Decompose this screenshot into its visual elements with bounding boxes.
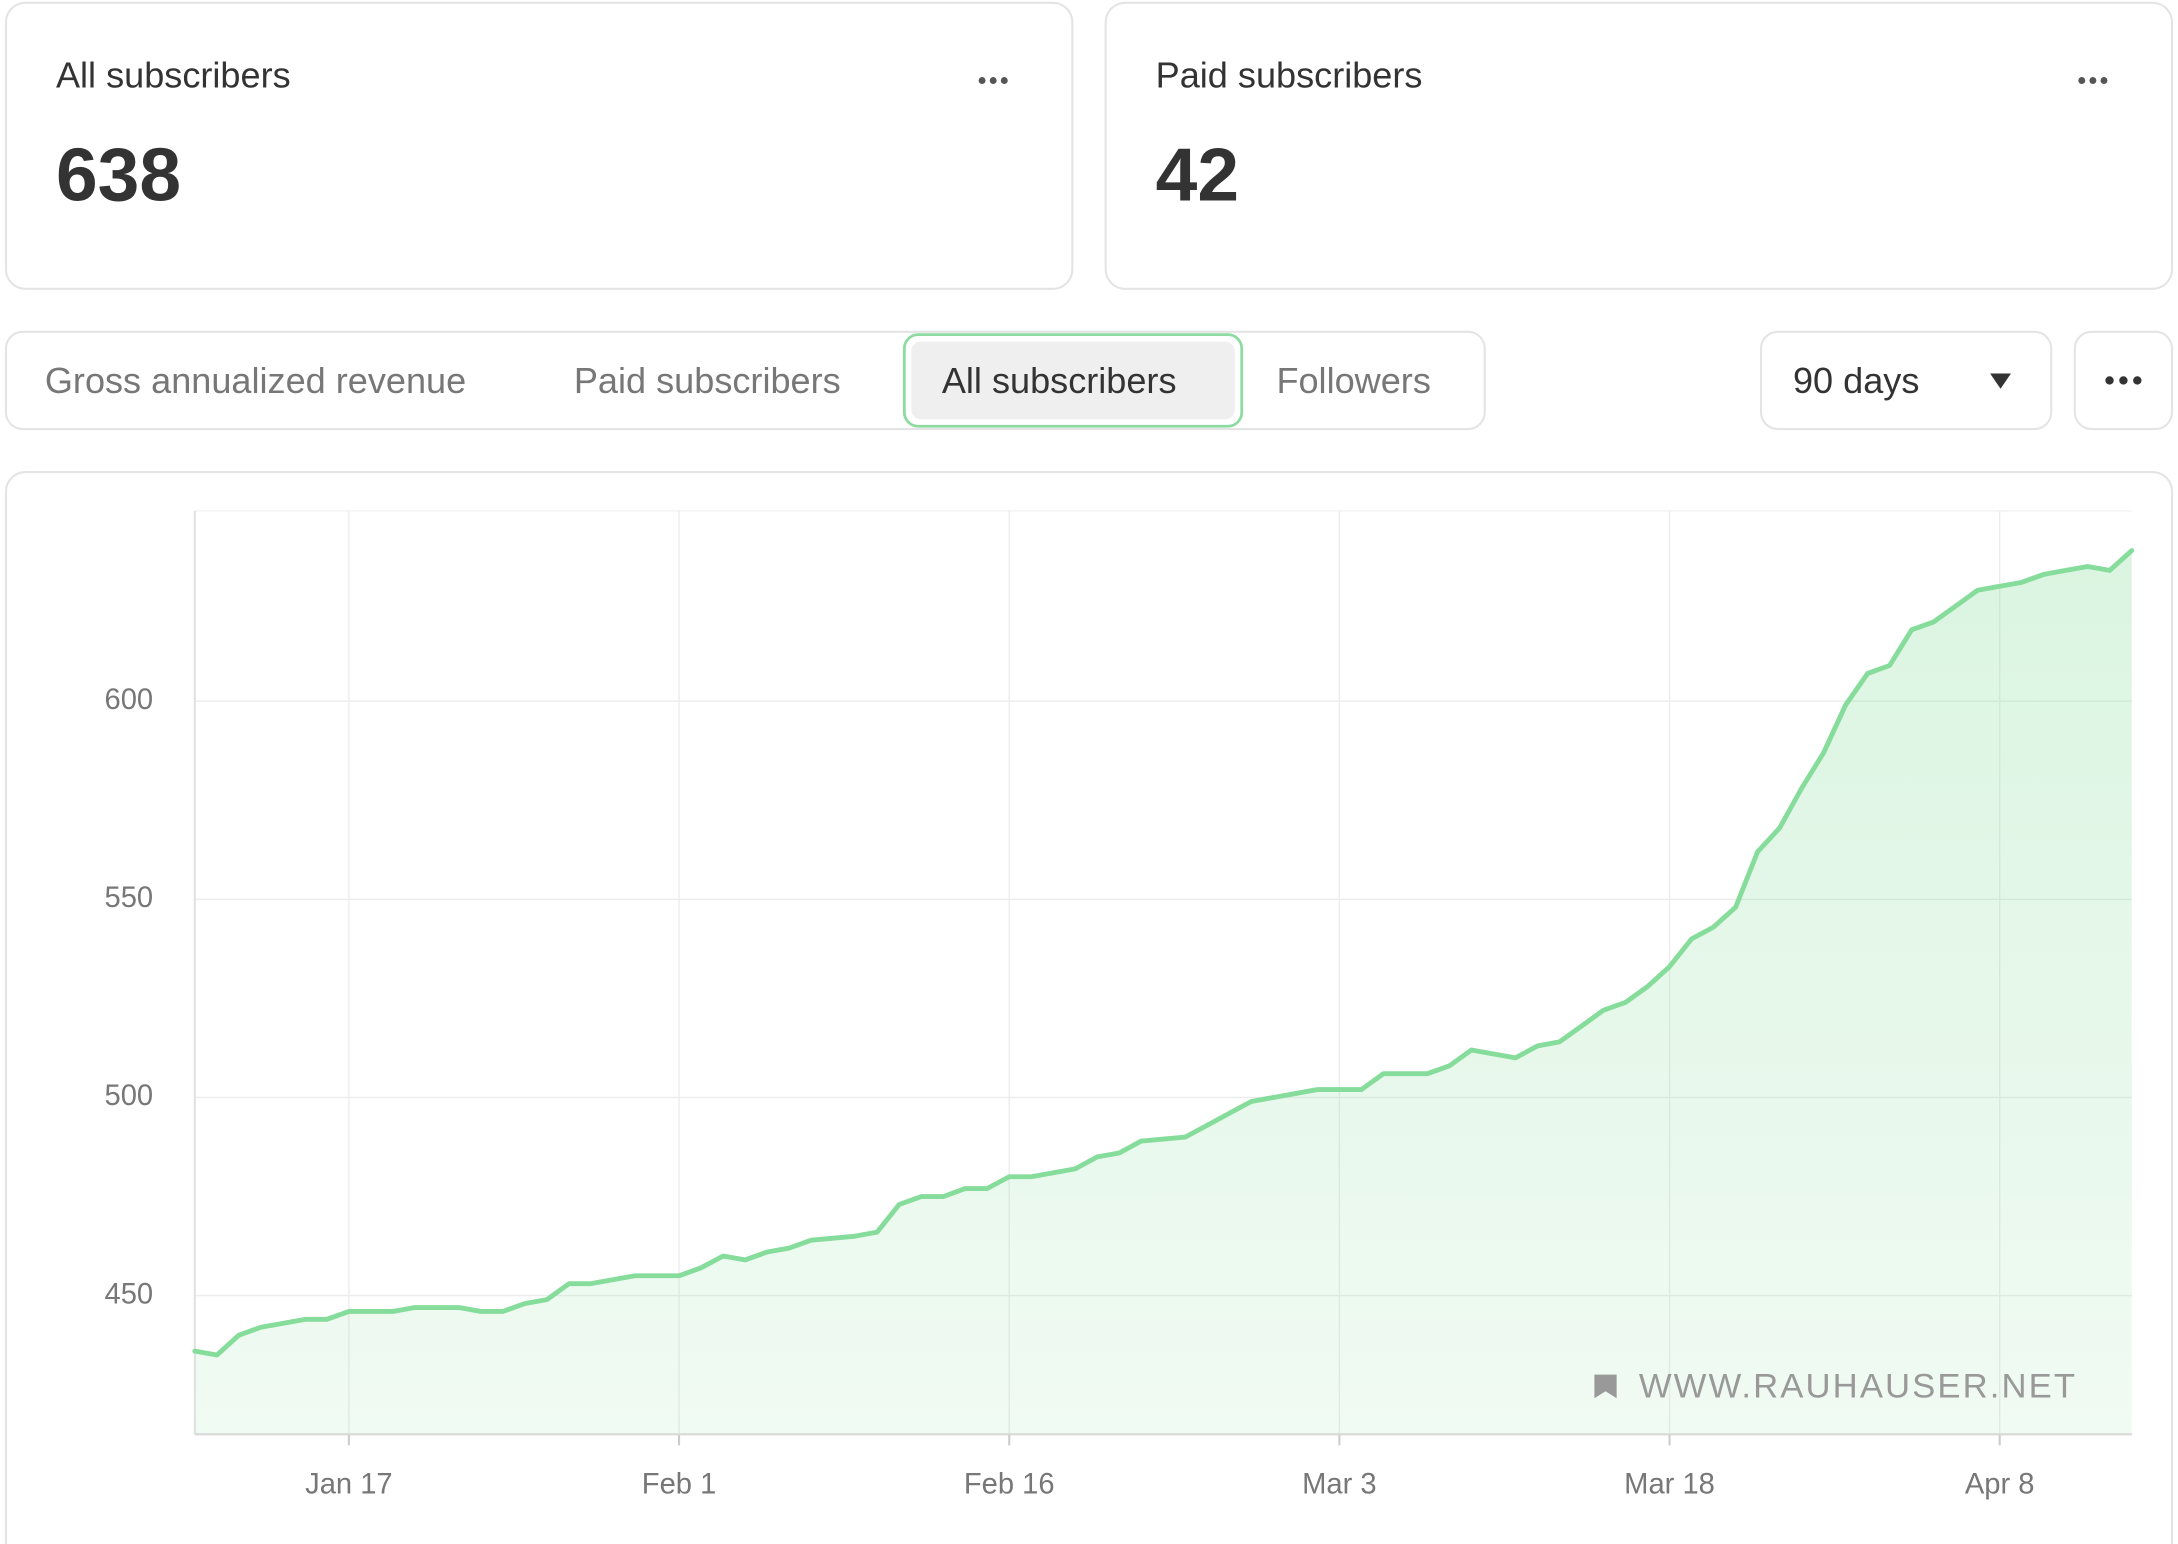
line (192, 548, 2135, 1358)
dropdown-arrow (1990, 373, 2011, 389)
area (194, 550, 2132, 1435)
active-tab-outline (902, 333, 1244, 428)
active-tab[interactable] (911, 341, 1235, 420)
card-menu[interactable] (2078, 77, 2108, 85)
y-tick-label: 450 (105, 1278, 154, 1310)
range-select[interactable] (1759, 330, 2053, 431)
tab[interactable]: Paid subscribers (574, 360, 841, 401)
y-tick-label: 600 (105, 684, 154, 716)
x-tick-label: Apr 8 (1965, 1468, 2035, 1500)
card-title: Paid subscribers (1156, 54, 1423, 95)
x-tick-label: Jan 17 (305, 1468, 393, 1500)
card-value: 638 (56, 132, 181, 216)
more-icon (2105, 376, 2142, 385)
x-tick-label: Feb 16 (964, 1468, 1055, 1500)
watermark: WWW.RAUHAUSER.NET (1639, 1368, 2077, 1406)
y-tick-label: 550 (105, 882, 154, 914)
tabs: Gross annualized revenue Paid subscribers… (45, 333, 1431, 428)
x-tick-label: Mar 3 (1302, 1468, 1377, 1500)
tab[interactable]: All subscribers (942, 360, 1177, 401)
range-label: 90 days (1793, 360, 1919, 401)
tab[interactable]: Followers (1276, 360, 1430, 401)
watermark-icon (1594, 1374, 1617, 1399)
x-tick-label: Mar 18 (1624, 1468, 1715, 1500)
x-tick-label: Feb 1 (642, 1468, 717, 1500)
y-tick-label: 500 (105, 1080, 154, 1112)
stat-card (1104, 1, 2174, 290)
chart: 450 500 550 600 Jan 17 Feb 1 Feb 16 Mar 3 Mar 18… (105, 510, 2135, 1500)
stat-card (4, 1, 1074, 290)
card-title: All subscribers (56, 54, 291, 95)
card-value: 42 (1156, 132, 1239, 216)
tab[interactable]: Gross annualized revenue (45, 360, 466, 401)
card-menu[interactable] (978, 77, 1008, 85)
